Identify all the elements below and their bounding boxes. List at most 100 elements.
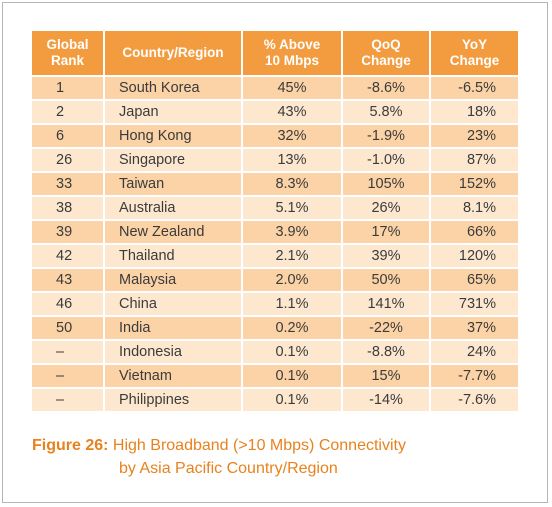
cell-yoy-change: -7.6% xyxy=(430,388,518,413)
cell-qoq-change: -14% xyxy=(342,388,431,413)
cell-yoy-change: -6.5% xyxy=(430,76,518,101)
cell-yoy-change: 152% xyxy=(430,172,518,197)
cell-yoy-change: 65% xyxy=(430,268,518,293)
table-row: 1 South Korea 45% -8.6% -6.5% xyxy=(32,76,518,101)
cell-qoq-change: 26% xyxy=(342,196,431,221)
table-row: – Vietnam 0.1% 15% -7.7% xyxy=(32,364,518,389)
header-above-10mbps: % Above 10 Mbps xyxy=(242,31,343,77)
figure-label: Figure 26: xyxy=(32,437,109,454)
cell-yoy-change: 87% xyxy=(430,148,518,173)
cell-yoy-change: 24% xyxy=(430,340,518,365)
cell-qoq-change: 39% xyxy=(342,244,431,269)
header-qoq-line2: Change xyxy=(361,53,411,68)
cell-above-10mbps: 43% xyxy=(242,100,343,125)
table-row: 46 China 1.1% 141% 731% xyxy=(32,292,518,317)
cell-above-10mbps: 5.1% xyxy=(242,196,343,221)
cell-rank: 1 xyxy=(32,76,105,101)
cell-yoy-change: -7.7% xyxy=(430,364,518,389)
cell-qoq-change: 105% xyxy=(342,172,431,197)
header-global-rank: Global Rank xyxy=(32,31,105,77)
table-row: 50 India 0.2% -22% 37% xyxy=(32,316,518,341)
cell-yoy-change: 8.1% xyxy=(430,196,518,221)
table-row: 33 Taiwan 8.3% 105% 152% xyxy=(32,172,518,197)
caption-line1: High Broadband (>10 Mbps) Connectivity xyxy=(112,437,406,454)
cell-country: Indonesia xyxy=(104,340,243,365)
cell-yoy-change: 37% xyxy=(430,316,518,341)
cell-country: Philippines xyxy=(104,388,243,413)
table-row: 43 Malaysia 2.0% 50% 65% xyxy=(32,268,518,293)
cell-rank: 6 xyxy=(32,124,105,149)
table-row: 6 Hong Kong 32% -1.9% 23% xyxy=(32,124,518,149)
header-country-label: Country/Region xyxy=(122,45,224,60)
cell-qoq-change: -8.6% xyxy=(342,76,431,101)
cell-above-10mbps: 32% xyxy=(242,124,343,149)
cell-qoq-change: 17% xyxy=(342,220,431,245)
table-row: 2 Japan 43% 5.8% 18% xyxy=(32,100,518,125)
header-yoy-change: YoY Change xyxy=(430,31,518,77)
cell-above-10mbps: 2.0% xyxy=(242,268,343,293)
figure-caption: Figure 26: High Broadband (>10 Mbps) Con… xyxy=(32,434,406,480)
cell-qoq-change: -1.0% xyxy=(342,148,431,173)
cell-rank: 38 xyxy=(32,196,105,221)
cell-rank: 43 xyxy=(32,268,105,293)
cell-rank: 26 xyxy=(32,148,105,173)
cell-yoy-change: 731% xyxy=(430,292,518,317)
cell-country: South Korea xyxy=(104,76,243,101)
cell-above-10mbps: 13% xyxy=(242,148,343,173)
cell-country: Thailand xyxy=(104,244,243,269)
header-above-line1: % Above xyxy=(263,37,321,52)
cell-qoq-change: 5.8% xyxy=(342,100,431,125)
cell-country: New Zealand xyxy=(104,220,243,245)
header-qoq-change: QoQ Change xyxy=(342,31,431,77)
table-row: – Philippines 0.1% -14% -7.6% xyxy=(32,388,518,413)
cell-qoq-change: 50% xyxy=(342,268,431,293)
cell-country: India xyxy=(104,316,243,341)
cell-above-10mbps: 0.1% xyxy=(242,340,343,365)
header-rank-line1: Global xyxy=(46,37,89,52)
cell-rank: – xyxy=(32,388,105,413)
cell-rank: 42 xyxy=(32,244,105,269)
cell-above-10mbps: 3.9% xyxy=(242,220,343,245)
header-qoq-line1: QoQ xyxy=(371,37,401,52)
cell-rank: – xyxy=(32,364,105,389)
cell-yoy-change: 120% xyxy=(430,244,518,269)
header-row: Global Rank Country/Region % Above 10 Mbps… xyxy=(32,31,518,77)
cell-rank: 33 xyxy=(32,172,105,197)
header-yoy-line2: Change xyxy=(449,53,500,68)
cell-above-10mbps: 1.1% xyxy=(242,292,343,317)
caption-line2: by Asia Pacific Country/Region xyxy=(119,460,338,477)
cell-country: Malaysia xyxy=(104,268,243,293)
cell-above-10mbps: 8.3% xyxy=(242,172,343,197)
cell-rank: 2 xyxy=(32,100,105,125)
broadband-table: Global Rank Country/Region % Above 10 Mbps… xyxy=(32,31,518,413)
cell-above-10mbps: 0.2% xyxy=(242,316,343,341)
cell-above-10mbps: 0.1% xyxy=(242,388,343,413)
cell-qoq-change: -1.9% xyxy=(342,124,431,149)
table-row: – Indonesia 0.1% -8.8% 24% xyxy=(32,340,518,365)
cell-qoq-change: -8.8% xyxy=(342,340,431,365)
header-country-region: Country/Region xyxy=(104,31,243,77)
cell-above-10mbps: 2.1% xyxy=(242,244,343,269)
cell-rank: 39 xyxy=(32,220,105,245)
table-row: 42 Thailand 2.1% 39% 120% xyxy=(32,244,518,269)
cell-country: Taiwan xyxy=(104,172,243,197)
cell-rank: 50 xyxy=(32,316,105,341)
cell-qoq-change: -22% xyxy=(342,316,431,341)
cell-country: Australia xyxy=(104,196,243,221)
header-rank-line2: Rank xyxy=(50,53,84,68)
cell-above-10mbps: 45% xyxy=(242,76,343,101)
table-row: 39 New Zealand 3.9% 17% 66% xyxy=(32,220,518,245)
cell-yoy-change: 66% xyxy=(430,220,518,245)
cell-country: Singapore xyxy=(104,148,243,173)
header-yoy-line1: YoY xyxy=(461,37,488,52)
cell-country: Japan xyxy=(104,100,243,125)
cell-qoq-change: 141% xyxy=(342,292,431,317)
cell-above-10mbps: 0.1% xyxy=(242,364,343,389)
cell-country: China xyxy=(104,292,243,317)
table-row: 26 Singapore 13% -1.0% 87% xyxy=(32,148,518,173)
cell-country: Hong Kong xyxy=(104,124,243,149)
cell-yoy-change: 23% xyxy=(430,124,518,149)
cell-country: Vietnam xyxy=(104,364,243,389)
cell-qoq-change: 15% xyxy=(342,364,431,389)
header-above-line2: 10 Mbps xyxy=(264,53,319,68)
